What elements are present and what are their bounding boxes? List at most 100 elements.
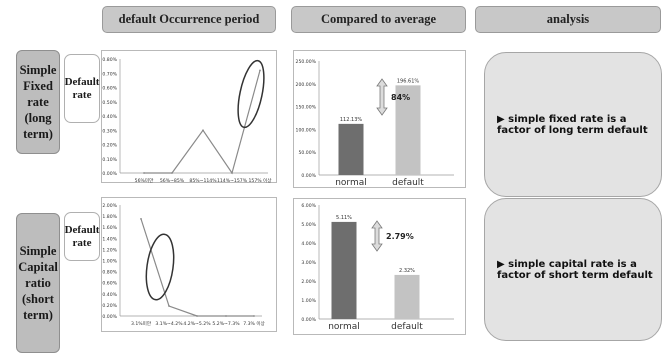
y-tick-label: 0.00% — [301, 317, 316, 323]
chart-panel-fixed-rate-average: 0.00% 50.00% 100.00% 150.00% 200.00% 250.00% 1… — [293, 50, 466, 188]
row-label-line: Simple — [19, 63, 57, 77]
data-point — [168, 305, 170, 307]
row-label-simple-capital-ratio: Simple Capital ratio (short term) — [16, 213, 60, 353]
y-tick-label: 0.00% — [102, 171, 117, 177]
series-line — [140, 218, 254, 317]
x-tick-label: 157% 이상 — [248, 177, 272, 184]
y-tick-label: 4.00% — [301, 241, 316, 247]
data-point — [202, 129, 204, 132]
data-point — [196, 315, 198, 317]
row-label-line: Simple — [19, 244, 57, 258]
y-tick-label: 5.00% — [301, 222, 316, 228]
y-tick-label: 1.40% — [102, 236, 117, 242]
analysis-text: ▶ simple capital rate is a factor of sho… — [497, 258, 653, 281]
default-rate-box: Default rate — [64, 212, 100, 261]
y-tick-label: 0.70% — [102, 71, 117, 77]
bar-default — [395, 85, 421, 175]
y-tick-label: 0.10% — [102, 157, 117, 163]
data-point — [225, 315, 227, 317]
rate-box-line: rate — [72, 88, 92, 101]
y-tick-label: 2.00% — [102, 203, 117, 209]
y-tick-label: 1.60% — [102, 225, 117, 231]
y-tick-label: 1.00% — [102, 259, 117, 265]
bar-normal — [331, 221, 357, 319]
line-chart-fixed-rate: 0.00% 0.10% 0.20% 0.30% 0.40% 0.50% 0.60% 0.70%… — [102, 57, 272, 184]
y-tick-label: 0.30% — [102, 128, 117, 134]
bar-chart-capital-ratio: 0.00% 1.00% 2.00% 3.00% 4.00% 5.00% 6.00% 5.11%… — [301, 203, 454, 332]
header-analysis: analysis — [475, 6, 661, 33]
header-occurrence-period: default Occurrence period — [102, 6, 276, 33]
data-point — [140, 217, 142, 220]
row-label-line: Fixed — [23, 79, 53, 93]
y-tick-label: 0.20% — [102, 303, 117, 309]
default-rate-box: Default rate — [64, 54, 100, 123]
row-label-line: rate — [27, 95, 49, 109]
analysis-box-capital-ratio: ▶ simple capital rate is a factor of sho… — [484, 198, 662, 341]
x-tick-label: 85%~114% — [189, 178, 217, 184]
rate-box-line: rate — [72, 236, 92, 249]
bar-default — [394, 274, 420, 319]
row-label-line: ratio — [25, 276, 51, 290]
y-tick-label: 0.80% — [102, 57, 117, 63]
row-label-line: (long — [24, 111, 52, 125]
analysis-text: ▶ simple fixed rate is a factor of long … — [497, 113, 648, 136]
row-label-simple-fixed-rate: Simple Fixed rate (long term) — [16, 50, 60, 154]
y-tick-label: 0.40% — [102, 292, 117, 298]
data-label: 2.32% — [399, 268, 415, 274]
data-point — [171, 172, 173, 174]
chart-panel-fixed-rate-period: 0.00% 0.10% 0.20% 0.30% 0.40% 0.50% 0.60% 0.70%… — [101, 50, 277, 184]
double-arrow-icon — [371, 220, 383, 252]
row-label-line: term) — [23, 127, 53, 141]
rate-box-line: Default — [64, 75, 100, 88]
x-tick-label: 114%~157% — [217, 178, 248, 184]
y-tick-label: 3.00% — [301, 260, 316, 266]
y-tick-label: 2.00% — [301, 279, 316, 285]
y-tick-label: 0.00% — [102, 314, 117, 320]
x-tick-label: normal — [328, 322, 360, 332]
highlight-ellipse — [145, 233, 175, 301]
rate-box-line: Default — [64, 223, 100, 236]
x-tick-label: default — [391, 322, 423, 332]
x-tick-label: 3.1%~4.2% — [155, 321, 183, 327]
chart-panel-capital-ratio-average: 0.00% 1.00% 2.00% 3.00% 4.00% 5.00% 6.00% 5.11%… — [293, 198, 466, 335]
y-tick-label: 150.00% — [296, 105, 317, 111]
y-tick-label: 0.60% — [102, 86, 117, 92]
x-tick-label: 56%~85% — [160, 178, 185, 184]
data-point — [231, 172, 233, 174]
data-point — [143, 172, 145, 174]
chart-panel-capital-ratio-period: 0.00% 0.20% 0.40% 0.60% 0.80% 1.00% 1.20% 1.40%… — [101, 197, 277, 332]
y-tick-label: 0.20% — [102, 143, 117, 149]
bar-chart-fixed-rate: 0.00% 50.00% 100.00% 150.00% 200.00% 250.00% 1… — [296, 59, 454, 188]
y-tick-label: 0.80% — [102, 270, 117, 276]
y-tick-label: 0.60% — [102, 281, 117, 287]
difference-annotation: 2.79% — [386, 232, 414, 241]
y-tick-label: 1.20% — [102, 247, 117, 253]
data-point — [253, 315, 255, 317]
x-tick-label: 3.1%미만 — [131, 320, 152, 327]
x-tick-label: 4.2%~5.2% — [183, 321, 211, 327]
row-label-line: (short — [22, 292, 54, 306]
double-arrow-icon — [376, 78, 388, 116]
y-tick-label: 0.00% — [301, 173, 316, 179]
y-tick-label: 0.40% — [102, 114, 117, 120]
y-tick-label: 6.00% — [301, 203, 316, 209]
data-point — [259, 69, 261, 72]
header-compared-to-average: Compared to average — [291, 6, 466, 33]
difference-annotation: 84% — [391, 93, 410, 102]
highlight-ellipse — [237, 59, 265, 129]
x-tick-label: default — [392, 178, 424, 188]
x-tick-label: 7.3% 이상 — [243, 320, 265, 327]
series-line — [144, 70, 261, 175]
x-tick-label: 5.2%~7.3% — [212, 321, 240, 327]
y-tick-label: 1.00% — [301, 298, 316, 304]
data-label: 5.11% — [336, 215, 352, 221]
y-tick-label: 0.50% — [102, 100, 117, 106]
data-label: 196.61% — [397, 78, 419, 84]
row-label-line: Capital — [18, 260, 58, 274]
analysis-box-fixed-rate: ▶ simple fixed rate is a factor of long … — [484, 52, 662, 197]
line-chart-capital-ratio: 0.00% 0.20% 0.40% 0.60% 0.80% 1.00% 1.20% 1.40%… — [102, 203, 265, 327]
row-label-line: term) — [23, 308, 53, 322]
bar-normal — [338, 123, 364, 175]
y-tick-label: 50.00% — [298, 150, 316, 156]
y-tick-label: 1.80% — [102, 214, 117, 220]
